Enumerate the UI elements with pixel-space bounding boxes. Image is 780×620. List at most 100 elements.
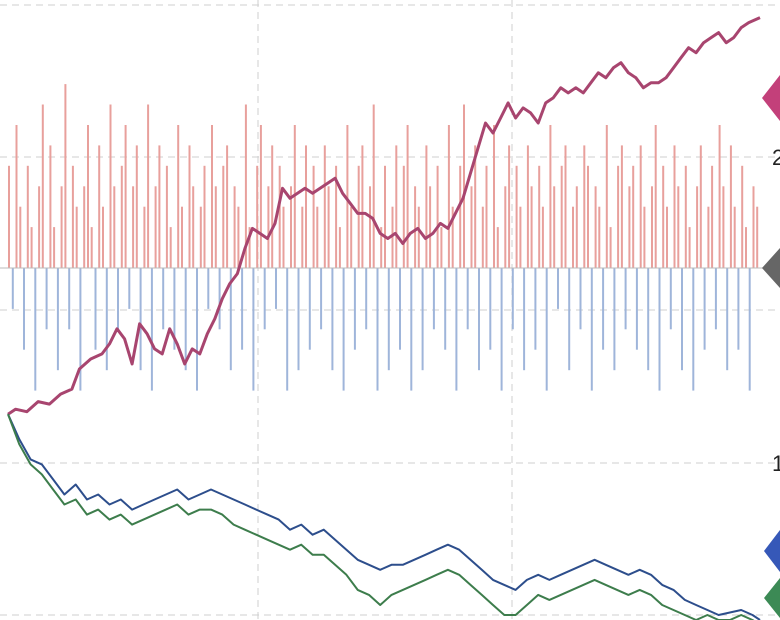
volume-bar [478, 268, 480, 371]
volume-bar [545, 268, 548, 391]
volume-bar [681, 268, 683, 371]
volume-bar [237, 206, 240, 268]
tick-label-upper: 2 [772, 145, 780, 170]
volume-bar [53, 227, 56, 268]
volume-bar [568, 268, 571, 371]
tick-label-lower: 1 [772, 451, 780, 476]
volume-bar [102, 206, 104, 268]
tick-labels: 2 1 [772, 145, 780, 476]
volume-bar [45, 268, 48, 330]
volume-bar [79, 268, 82, 391]
volume-bar [124, 125, 127, 268]
volume-bar [395, 145, 398, 268]
volume-bar [737, 268, 740, 350]
volume-bar [184, 268, 187, 371]
volume-bar [8, 165, 10, 268]
volume-bar [745, 227, 747, 268]
volume-bar [692, 268, 695, 391]
volume-bar [297, 268, 300, 371]
series-line-green [7, 413, 755, 620]
volume-bar [711, 165, 714, 268]
volume-bar [177, 125, 180, 268]
volume-bar [481, 206, 484, 268]
green-series-marker [764, 578, 780, 618]
volume-bar [203, 165, 206, 268]
volume-bar [143, 206, 146, 268]
volume-bar [275, 268, 277, 309]
volume-bar [162, 268, 165, 330]
volume-bar [688, 227, 691, 268]
volume-bar [60, 186, 63, 268]
volume-bar [218, 268, 221, 330]
volume-bar [463, 104, 465, 268]
volume-bar [109, 104, 112, 268]
volume-bar [222, 165, 225, 268]
volume-bar [651, 186, 653, 268]
volume-bar [741, 165, 744, 268]
volume-bar [447, 125, 450, 268]
volume-bar [327, 186, 330, 268]
volume-bar [353, 268, 356, 350]
volume-bar [256, 165, 259, 268]
volume-bar [323, 145, 326, 268]
series-line-main [7, 16, 761, 416]
volume-bar [263, 268, 266, 330]
volume-bar [241, 268, 244, 350]
volume-bar [387, 268, 390, 371]
volume-bar [207, 268, 210, 309]
volume-bar [572, 206, 574, 268]
volume-bar [271, 145, 274, 268]
volume-bar [316, 206, 319, 268]
volume-bar [361, 145, 364, 268]
volume-bar [534, 268, 537, 350]
volume-bar [575, 186, 578, 268]
volume-bar [23, 268, 25, 350]
volume-bar [677, 186, 680, 268]
volume-bar [49, 145, 52, 268]
volume-bar [414, 186, 417, 268]
volume-bar [226, 145, 229, 268]
volume-bar [75, 206, 78, 268]
volume-bar [406, 125, 409, 268]
volume-bar [90, 227, 93, 268]
volume-bar [15, 125, 18, 268]
volume-bar [429, 186, 432, 268]
volume-bar [733, 206, 736, 268]
volume-bar [684, 165, 687, 268]
volume-bar [609, 227, 612, 268]
volume-bar [669, 268, 672, 330]
volume-bar [508, 145, 511, 268]
volume-bar [421, 268, 424, 371]
volume-bar [658, 268, 661, 391]
volume-bar [301, 206, 304, 268]
series-line-blue [7, 413, 761, 620]
volume-bar [120, 165, 123, 268]
series-lines [7, 16, 761, 620]
volume-bar [707, 206, 710, 268]
volume-bar [83, 186, 86, 268]
volume-bar [541, 206, 544, 268]
volume-bar [662, 165, 665, 268]
volume-bar [718, 125, 721, 268]
volume-bar [451, 206, 454, 268]
volume-bar [628, 186, 631, 268]
volume-bar [211, 125, 213, 268]
volume-bar [117, 268, 119, 330]
volume-bar [19, 206, 22, 268]
volume-bar [549, 125, 552, 268]
volume-bar [489, 268, 492, 350]
gray-zero-marker [762, 248, 780, 288]
volume-bar [372, 104, 375, 268]
volume-bar [229, 268, 232, 371]
volume-bar [267, 186, 270, 268]
volume-bar [346, 125, 349, 268]
volume-bar [64, 84, 67, 268]
volume-bar [181, 206, 183, 268]
volume-bar [402, 165, 405, 268]
volume-bar [380, 227, 383, 268]
volume-bar [590, 268, 593, 391]
volume-bar [564, 145, 567, 268]
volume-bar [290, 186, 292, 268]
